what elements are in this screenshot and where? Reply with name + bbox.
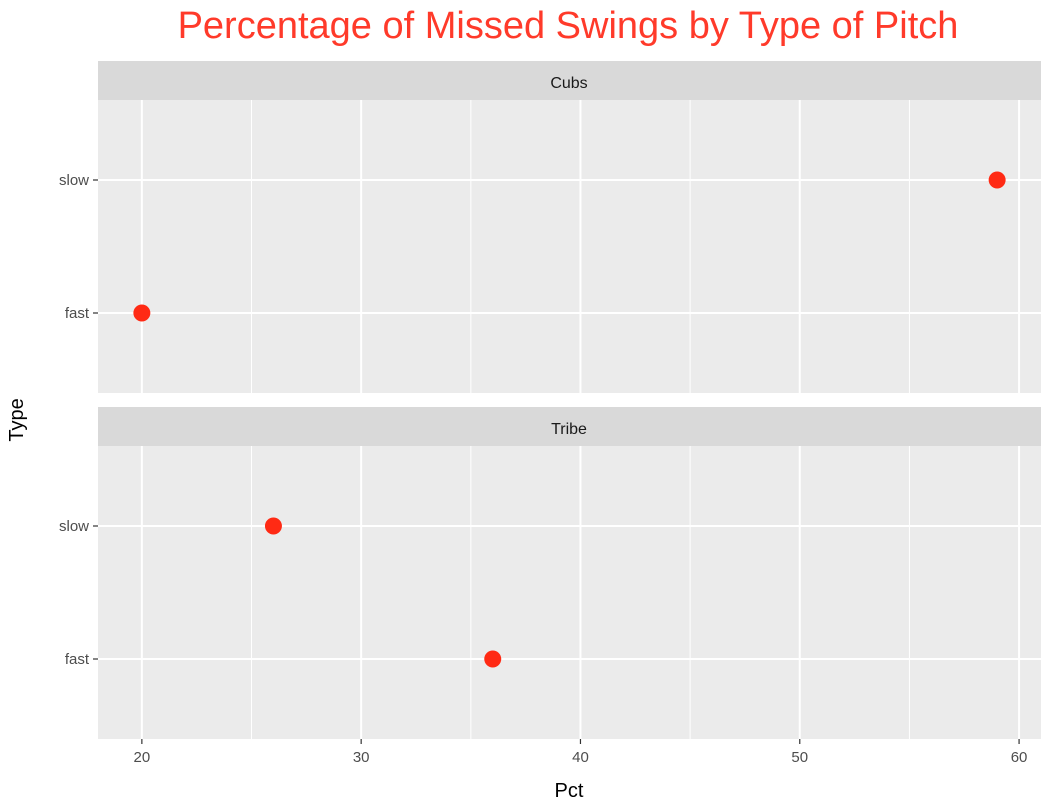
y-tick-label: slow (59, 172, 89, 189)
strip-label-tribe: Tribe (551, 421, 587, 438)
x-tick-label: 60 (1011, 749, 1028, 766)
strip-label-cubs: Cubs (550, 75, 587, 92)
x-tick-label: 30 (353, 749, 370, 766)
data-point-cubs-fast (133, 305, 150, 322)
y-tick-label: slow (59, 518, 89, 535)
x-tick-label: 50 (791, 749, 808, 766)
y-axis-tribe: fast slow (59, 518, 98, 668)
y-axis-cubs: fast slow (59, 172, 98, 322)
data-point-tribe-slow (265, 518, 282, 535)
data-point-cubs-slow (989, 172, 1006, 189)
y-tick-label: fast (65, 305, 90, 322)
x-tick-label: 40 (572, 749, 589, 766)
panel-tribe: Tribe fast slow (59, 407, 1041, 739)
panel-cubs: Cubs fast slow (59, 61, 1041, 393)
y-tick-label: fast (65, 651, 90, 668)
y-axis-title: Type (6, 398, 28, 441)
data-point-tribe-fast (484, 651, 501, 668)
chart-title: Percentage of Missed Swings by Type of P… (178, 5, 959, 47)
panel-bg-tribe (98, 446, 1041, 739)
x-axis-title: Pct (555, 780, 584, 802)
panel-bg-cubs (98, 100, 1041, 393)
x-tick-label: 20 (134, 749, 151, 766)
x-axis: 20 30 40 50 60 (134, 739, 1028, 766)
